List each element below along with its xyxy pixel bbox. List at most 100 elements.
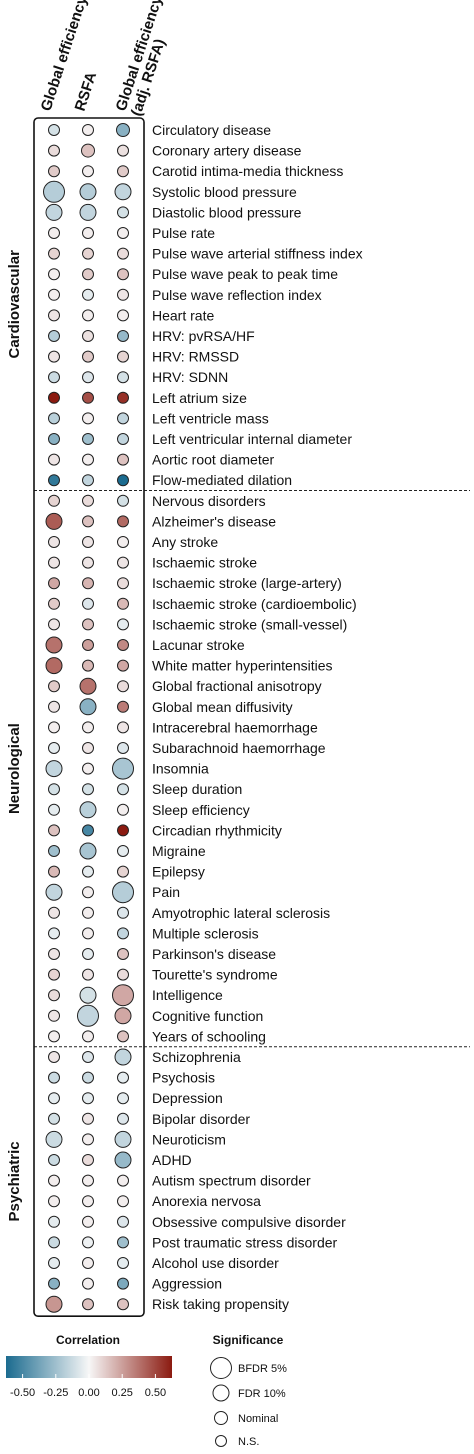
data-bubble bbox=[82, 1195, 94, 1208]
data-bubble bbox=[82, 597, 94, 610]
data-bubble bbox=[48, 968, 60, 981]
row-label: HRV: RMSSD bbox=[152, 349, 239, 365]
group-label-psychiatric: Psychiatric bbox=[6, 1141, 23, 1221]
row-label: Risk taking propensity bbox=[152, 1296, 289, 1312]
data-bubble bbox=[117, 165, 129, 178]
data-bubble bbox=[82, 515, 94, 528]
data-bubble bbox=[117, 350, 129, 363]
data-bubble bbox=[48, 1236, 60, 1249]
data-bubble bbox=[117, 597, 129, 610]
data-bubble bbox=[117, 371, 129, 384]
data-bubble bbox=[82, 556, 94, 569]
row-label: Global mean diffusivity bbox=[152, 699, 293, 715]
data-bubble bbox=[112, 881, 134, 904]
data-bubble bbox=[112, 984, 134, 1007]
data-bubble bbox=[117, 227, 129, 239]
row-label: Coronary artery disease bbox=[152, 143, 302, 159]
data-bubble bbox=[48, 474, 60, 487]
data-bubble bbox=[117, 948, 129, 960]
data-bubble bbox=[82, 865, 94, 878]
data-bubble bbox=[82, 330, 94, 342]
group-label-cardiovascular: Cardiovascular bbox=[6, 250, 23, 359]
data-bubble bbox=[82, 968, 94, 981]
data-bubble bbox=[114, 1007, 132, 1025]
data-bubble bbox=[117, 288, 129, 301]
row-label: Circulatory disease bbox=[152, 122, 271, 138]
row-label: Carotid intima-media thickness bbox=[152, 163, 343, 179]
color-bar-tick-label: 0.50 bbox=[145, 1387, 166, 1399]
data-bubble bbox=[48, 680, 60, 693]
data-bubble bbox=[82, 1174, 94, 1187]
data-bubble bbox=[48, 865, 60, 878]
color-bar-tick-label: -0.25 bbox=[43, 1387, 68, 1399]
row-label: Alcohol use disorder bbox=[152, 1255, 279, 1271]
data-bubble bbox=[77, 1004, 99, 1027]
data-bubble bbox=[82, 1051, 94, 1063]
data-bubble bbox=[82, 165, 94, 178]
row-label: Cognitive function bbox=[152, 1008, 263, 1024]
data-bubble bbox=[45, 1130, 63, 1148]
size-legend-bubble bbox=[212, 1384, 230, 1402]
row-label: Neuroticism bbox=[152, 1131, 226, 1147]
size-legend-bubble bbox=[210, 1357, 232, 1379]
data-bubble bbox=[48, 577, 60, 590]
data-bubble bbox=[79, 677, 97, 695]
row-label: Years of schooling bbox=[152, 1028, 266, 1044]
data-bubble bbox=[48, 700, 60, 713]
data-bubble bbox=[82, 1154, 94, 1166]
row-label: Lacunar stroke bbox=[152, 637, 245, 653]
data-bubble bbox=[82, 742, 94, 754]
data-bubble bbox=[79, 698, 97, 716]
data-bubble bbox=[48, 1257, 60, 1269]
data-bubble bbox=[117, 494, 129, 507]
row-label: Pulse wave reflection index bbox=[152, 287, 322, 303]
data-bubble bbox=[82, 659, 94, 672]
data-bubble bbox=[48, 309, 60, 322]
size-legend-bubble bbox=[214, 1411, 228, 1425]
data-bubble bbox=[48, 1092, 60, 1105]
data-bubble bbox=[48, 1071, 60, 1084]
data-bubble bbox=[82, 1298, 94, 1311]
row-label: Amyotrophic lateral sclerosis bbox=[152, 905, 330, 921]
row-label: Multiple sclerosis bbox=[152, 925, 259, 941]
data-bubble bbox=[117, 453, 129, 466]
data-bubble bbox=[112, 757, 134, 780]
row-label: Heart rate bbox=[152, 307, 214, 323]
row-label: Aortic root diameter bbox=[152, 452, 274, 468]
row-label: Parkinson's disease bbox=[152, 946, 276, 962]
data-bubble bbox=[48, 824, 60, 837]
row-label: Diastolic blood pressure bbox=[152, 204, 302, 220]
data-bubble bbox=[48, 1030, 60, 1043]
data-bubble bbox=[117, 144, 129, 157]
data-bubble bbox=[48, 989, 60, 1002]
data-bubble bbox=[82, 906, 94, 919]
data-bubble bbox=[82, 1215, 94, 1228]
row-label: HRV: pvRSA/HF bbox=[152, 328, 255, 344]
data-bubble bbox=[117, 474, 129, 487]
data-bubble bbox=[82, 350, 94, 363]
row-label: Psychosis bbox=[152, 1070, 215, 1086]
row-label: Ischaemic stroke bbox=[152, 555, 257, 571]
data-bubble bbox=[82, 618, 94, 631]
data-bubble bbox=[82, 824, 94, 837]
row-label: Migraine bbox=[152, 843, 206, 859]
data-bubble bbox=[48, 453, 60, 466]
data-bubble bbox=[48, 927, 60, 940]
data-bubble bbox=[117, 309, 129, 322]
data-bubble bbox=[48, 618, 60, 631]
data-bubble bbox=[48, 1112, 60, 1125]
data-bubble bbox=[48, 288, 60, 301]
row-label: Epilepsy bbox=[152, 864, 205, 880]
data-bubble bbox=[82, 371, 94, 384]
data-bubble bbox=[48, 433, 60, 445]
data-bubble bbox=[117, 1195, 129, 1208]
data-bubble bbox=[82, 1236, 94, 1249]
row-label: Pulse wave arterial stiffness index bbox=[152, 246, 363, 262]
data-bubble bbox=[48, 1195, 60, 1208]
data-bubble bbox=[82, 721, 94, 734]
data-bubble bbox=[117, 247, 129, 260]
data-bubble bbox=[45, 657, 63, 675]
data-bubble bbox=[82, 433, 94, 445]
data-bubble bbox=[48, 412, 60, 425]
color-bar-tick-label: 0.25 bbox=[111, 1387, 132, 1399]
